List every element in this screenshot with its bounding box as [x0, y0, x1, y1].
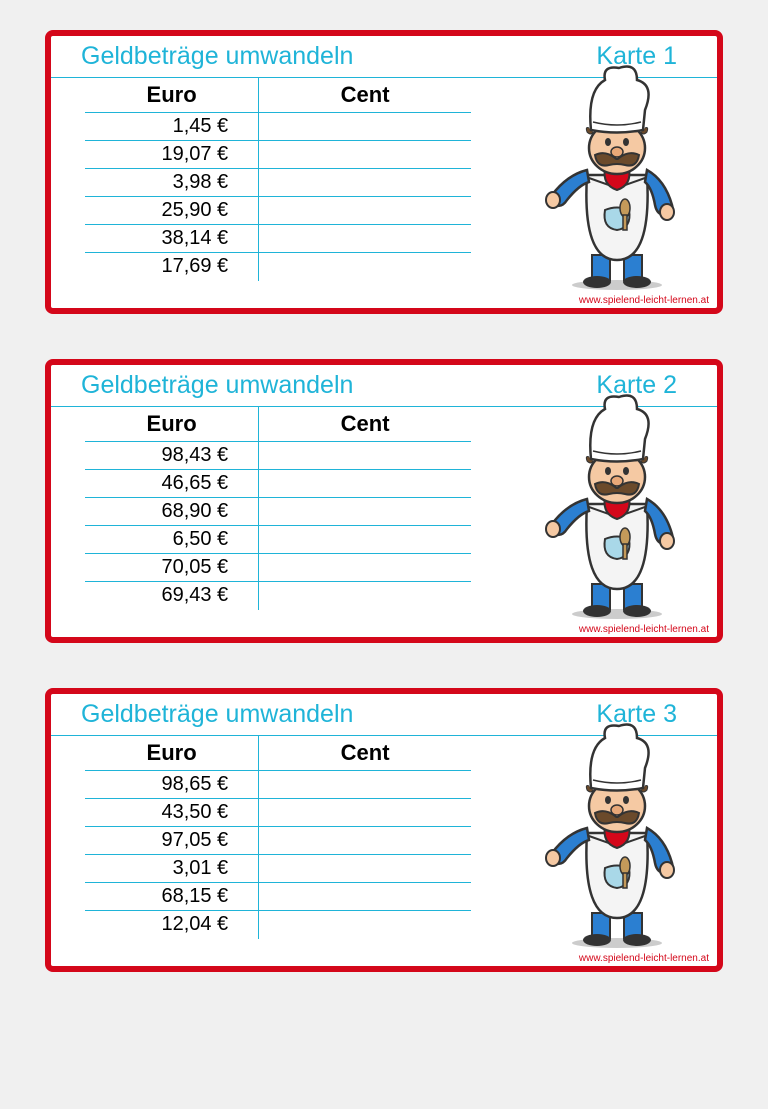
cent-blank: [259, 141, 471, 169]
euro-value: 43,50 €: [85, 799, 259, 827]
col-header-euro: Euro: [85, 736, 259, 771]
col-header-cent: Cent: [259, 407, 471, 442]
cent-blank: [259, 225, 471, 253]
footer-url: www.spielend-leicht-lernen.at: [579, 624, 709, 635]
cent-blank: [259, 827, 471, 855]
euro-value: 68,90 €: [85, 498, 259, 526]
chef-icon: [537, 718, 697, 948]
col-header-cent: Cent: [259, 78, 471, 113]
footer-url: www.spielend-leicht-lernen.at: [579, 953, 709, 964]
col-header-euro: Euro: [85, 78, 259, 113]
footer-url: www.spielend-leicht-lernen.at: [579, 295, 709, 306]
euro-value: 46,65 €: [85, 470, 259, 498]
euro-value: 68,15 €: [85, 883, 259, 911]
chef-illustration-wrap: [471, 78, 717, 308]
cent-blank: [259, 526, 471, 554]
conversion-table: EuroCent 1,45 € 19,07 € 3,98 € 25,90 € 3…: [51, 78, 471, 308]
worksheet-card-2: Geldbeträge umwandeln Karte 2 EuroCent 9…: [45, 359, 723, 643]
euro-value: 70,05 €: [85, 554, 259, 582]
chef-icon: [537, 389, 697, 619]
cent-blank: [259, 498, 471, 526]
chef-icon: [537, 60, 697, 290]
euro-value: 17,69 €: [85, 253, 259, 281]
euro-value: 1,45 €: [85, 113, 259, 141]
euro-value: 38,14 €: [85, 225, 259, 253]
cent-blank: [259, 113, 471, 141]
conversion-table: EuroCent 98,43 € 46,65 € 68,90 € 6,50 € …: [51, 407, 471, 637]
euro-value: 12,04 €: [85, 911, 259, 939]
euro-value: 69,43 €: [85, 582, 259, 610]
card-body: EuroCent 98,65 € 43,50 € 97,05 € 3,01 € …: [51, 736, 717, 966]
euro-value: 97,05 €: [85, 827, 259, 855]
card-title: Geldbeträge umwandeln: [81, 371, 353, 400]
card-body: EuroCent 98,43 € 46,65 € 68,90 € 6,50 € …: [51, 407, 717, 637]
conversion-table: EuroCent 98,65 € 43,50 € 97,05 € 3,01 € …: [51, 736, 471, 966]
cent-blank: [259, 554, 471, 582]
chef-illustration-wrap: [471, 736, 717, 966]
cent-blank: [259, 582, 471, 610]
cent-blank: [259, 883, 471, 911]
euro-value: 19,07 €: [85, 141, 259, 169]
col-header-euro: Euro: [85, 407, 259, 442]
cent-blank: [259, 911, 471, 939]
euro-value: 6,50 €: [85, 526, 259, 554]
cent-blank: [259, 197, 471, 225]
cent-blank: [259, 253, 471, 281]
cent-blank: [259, 799, 471, 827]
euro-value: 98,43 €: [85, 442, 259, 470]
euro-value: 25,90 €: [85, 197, 259, 225]
chef-illustration-wrap: [471, 407, 717, 637]
worksheet-card-1: Geldbeträge umwandeln Karte 1 EuroCent 1…: [45, 30, 723, 314]
euro-value: 3,01 €: [85, 855, 259, 883]
euro-value: 3,98 €: [85, 169, 259, 197]
cent-blank: [259, 442, 471, 470]
card-title: Geldbeträge umwandeln: [81, 42, 353, 71]
cent-blank: [259, 169, 471, 197]
euro-value: 98,65 €: [85, 771, 259, 799]
worksheet-card-3: Geldbeträge umwandeln Karte 3 EuroCent 9…: [45, 688, 723, 972]
card-title: Geldbeträge umwandeln: [81, 700, 353, 729]
cent-blank: [259, 470, 471, 498]
cent-blank: [259, 771, 471, 799]
card-body: EuroCent 1,45 € 19,07 € 3,98 € 25,90 € 3…: [51, 78, 717, 308]
col-header-cent: Cent: [259, 736, 471, 771]
cent-blank: [259, 855, 471, 883]
